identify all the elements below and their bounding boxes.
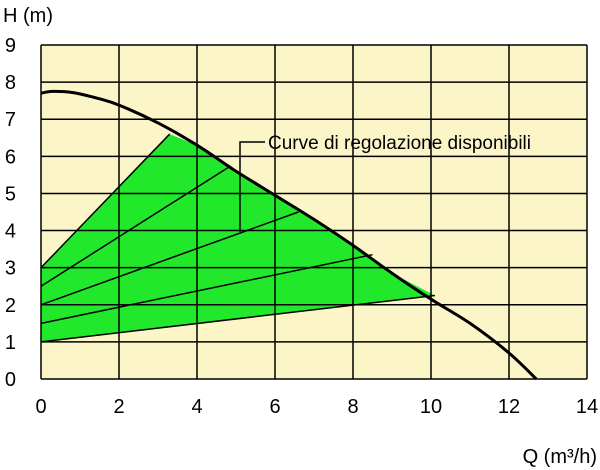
y-tick-label: 8 <box>5 72 16 94</box>
x-tick-label: 12 <box>498 396 520 418</box>
y-axis-label: H (m) <box>3 5 53 27</box>
x-tick-label: 10 <box>420 396 442 418</box>
regulation-line <box>40 166 229 287</box>
annotation-leader <box>239 141 265 232</box>
max-head-curve <box>40 89 538 381</box>
regulation-line <box>40 294 435 343</box>
y-tick-labels: 0 1 2 3 4 5 6 7 8 9 <box>5 35 16 391</box>
y-tick-label: 6 <box>5 146 16 168</box>
y-tick-label: 2 <box>5 295 16 317</box>
regulation-line <box>40 253 373 325</box>
regulation-lines <box>40 133 435 343</box>
y-tick-label: 4 <box>5 221 16 243</box>
y-tick-label: 1 <box>5 332 16 354</box>
regulation-line <box>40 133 171 269</box>
y-tick-label: 3 <box>5 258 16 280</box>
x-tick-label: 2 <box>113 396 124 418</box>
regulation-region <box>41 134 435 342</box>
x-tick-label: 14 <box>576 396 598 418</box>
regulation-line <box>40 211 299 306</box>
annotation: Curve di regolazione disponibili <box>239 133 531 232</box>
y-tick-label: 5 <box>5 183 16 205</box>
annotation-text: Curve di regolazione disponibili <box>268 133 531 154</box>
x-tick-labels: 0 2 4 6 8 10 12 14 <box>35 396 598 418</box>
x-tick-label: 0 <box>35 396 46 418</box>
x-tick-label: 4 <box>191 396 202 418</box>
x-tick-label: 8 <box>347 396 358 418</box>
x-tick-label: 6 <box>269 396 280 418</box>
x-axis-label: Q (m³/h) <box>523 446 597 468</box>
y-tick-label: 0 <box>5 369 16 391</box>
y-tick-label: 9 <box>5 35 16 57</box>
y-tick-label: 7 <box>5 109 16 131</box>
